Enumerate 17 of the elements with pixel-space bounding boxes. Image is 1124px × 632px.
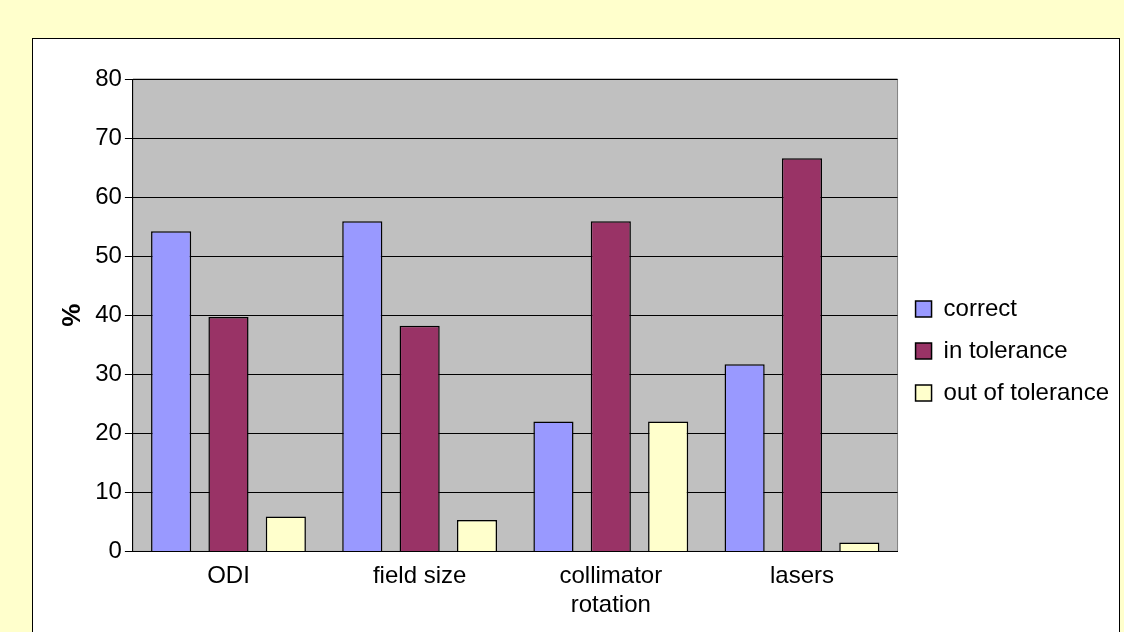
legend-label: in tolerance xyxy=(943,335,1068,363)
y-tick-label: 40 xyxy=(95,299,122,327)
x-tick-label: lasers xyxy=(769,561,834,589)
y-tick-label: 30 xyxy=(95,358,122,386)
x-tick-label: field size xyxy=(372,561,467,589)
legend-label: out of tolerance xyxy=(943,377,1110,405)
y-tick-label: 10 xyxy=(95,476,122,504)
x-tick-label: ODI xyxy=(207,561,250,589)
x-tick-label: collimator rotation xyxy=(559,561,663,618)
y-tick-label: 70 xyxy=(95,122,122,150)
y-tick-label: 50 xyxy=(95,240,122,268)
y-tick-label: 20 xyxy=(95,417,122,445)
y-axis-title: % xyxy=(55,303,86,327)
legend-label: correct xyxy=(943,293,1018,321)
y-tick-label: 80 xyxy=(95,63,122,91)
y-tick-label: 60 xyxy=(95,181,122,209)
y-tick-label: 0 xyxy=(108,536,122,564)
